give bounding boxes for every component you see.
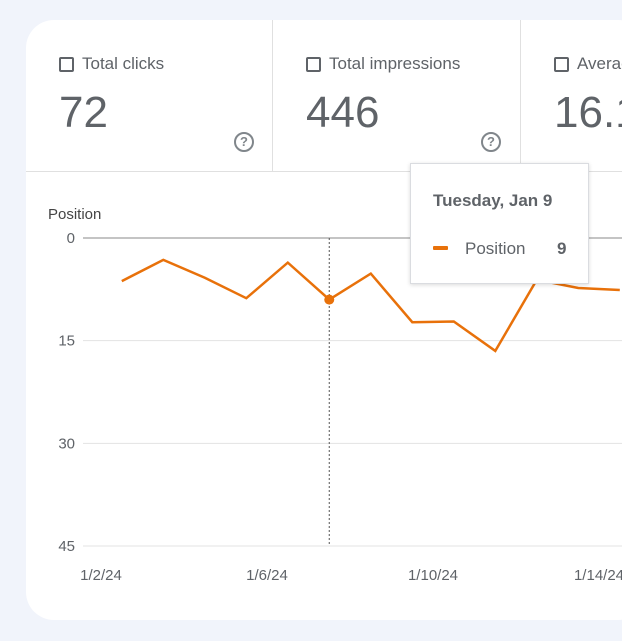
help-icon[interactable]: ? [234,132,254,152]
metric-header: Total clicks [59,54,164,74]
x-tick-label: 1/2/24 [80,567,122,584]
y-axis-title: Position [48,206,102,223]
y-tick-label: 45 [58,538,75,555]
metric-value: 446 [306,88,380,137]
highlight-point [324,294,335,305]
average-position-checkbox[interactable] [554,56,569,72]
tooltip-date: Tuesday, Jan 9 [433,191,553,210]
metric-total-impressions[interactable]: Total impressions 446 ? [273,20,521,171]
metric-total-clicks[interactable]: Total clicks 72 ? [26,20,273,171]
tooltip-value: 9 [557,239,567,258]
chart-tooltip: Tuesday, Jan 9 Position 9 [410,163,589,284]
performance-card: Total clicks 72 ? Total impressions 446 … [26,20,622,620]
y-tick-label: 15 [58,333,75,350]
metrics-row: Total clicks 72 ? Total impressions 446 … [26,20,622,172]
y-tick-label: 30 [58,435,75,452]
x-tick-label: 1/6/24 [246,567,288,584]
metric-average-position[interactable]: Average position 16.1 [521,20,622,171]
metric-label: Total clicks [82,54,165,73]
y-tick-label: 0 [67,230,75,247]
total-clicks-checkbox[interactable] [59,56,74,72]
total-impressions-checkbox[interactable] [306,56,321,72]
x-tick-label: 1/10/24 [408,567,458,584]
tooltip-series-name: Position [465,239,526,258]
position-line-chart[interactable]: 0 15 30 45 1/2/24 1/6/24 1/10/24 1/14/24 [26,20,622,620]
metric-header: Average position [554,54,622,74]
tooltip-series-swatch [433,246,448,250]
metric-label: Total impressions [329,54,461,73]
metric-value: 16.1 [554,88,622,137]
metric-value: 72 [59,88,108,137]
x-tick-label: 1/14/24 [574,567,622,584]
metric-header: Total impressions [306,54,460,74]
help-icon[interactable]: ? [481,132,501,152]
metric-label: Average position [577,54,622,73]
